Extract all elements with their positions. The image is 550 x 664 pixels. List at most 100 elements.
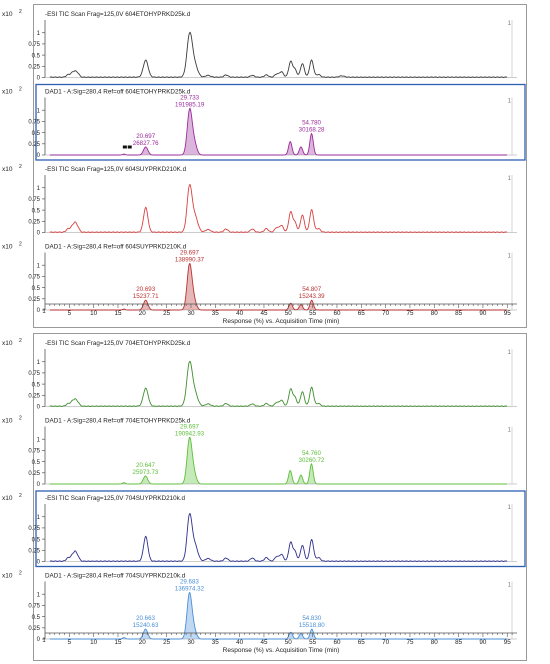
selected-panel-outline-g1-p2 [35, 83, 526, 161]
y-tick-label-g2-p1-4: 1 [37, 360, 41, 366]
x-tick-label-g1-5: 30 [187, 310, 195, 317]
y-tick-label-g2-p4-4: 1 [37, 592, 41, 598]
y-multiplier-exp-g1-p4: 2 [19, 242, 22, 248]
y-tick-label-g1-p2-0: 0 [37, 153, 41, 159]
y-multiplier-g1-p4: x10 [2, 244, 13, 251]
panel-title-g1-p2: DAD1 - A:Sig=280,4 Ref=off 604ETOHYPRKD2… [45, 89, 191, 96]
peak-time-label-g2-p4-0: 20.663 [136, 615, 155, 622]
trace-line-g1-p2 [49, 107, 508, 156]
y-tick-label-g1-p3-0: 0 [37, 231, 41, 237]
y-tick-label-g2-p3-1: 0.25 [28, 549, 40, 555]
y-multiplier-exp-g2-p2: 2 [19, 416, 22, 422]
panel-title-g1-p3: -ESI TIC Scan Frag=125,0V 604SUYPRKD210K… [45, 166, 187, 173]
trace-line-g2-p3 [49, 512, 508, 562]
y-tick-label-g2-p1-2: 0.5 [32, 382, 41, 388]
trace-fill-g2-p4 [49, 592, 508, 639]
y-tick-label-g2-p2-0: 0 [37, 482, 41, 488]
x-tick-label-g1-12: 65 [358, 310, 366, 317]
y-multiplier-g1-p3: x10 [2, 166, 13, 173]
y-tick-label-g1-p2-2: 0.5 [32, 131, 41, 137]
y-multiplier-exp-g2-p3: 2 [19, 493, 22, 499]
x-tick-label-g1-17: 90 [479, 310, 487, 317]
x-tick-label-g2-7: 40 [236, 639, 244, 646]
y-tick-label-g2-p3-3: 0.75 [28, 526, 40, 532]
y-tick-label-g1-p4-0: 0 [37, 308, 41, 314]
right-marker-label-g1-p3: 1 [508, 176, 512, 182]
x-tick-label-g2-2: 15 [114, 639, 122, 646]
x-tick-label-g2-12: 65 [358, 639, 366, 646]
peak-time-label-g1-p2-0: 20.697 [136, 133, 155, 140]
y-tick-label-g1-p4-3: 0.75 [28, 275, 40, 281]
y-multiplier-g1-p1: x10 [2, 11, 13, 18]
x-axis-start-label-g2: 1 [42, 638, 46, 644]
trace-line-g2-p2 [49, 436, 508, 485]
marker-square-2 [127, 145, 132, 149]
trace-line-g1-p1 [49, 31, 508, 78]
y-multiplier-exp-g2-p1: 2 [19, 338, 22, 344]
x-tick-label-g1-15: 80 [431, 310, 439, 317]
x-tick-label-g2-1: 10 [90, 639, 98, 646]
x-tick-label-g1-4: 25 [163, 310, 171, 317]
y-multiplier-g2-p3: x10 [2, 495, 13, 502]
y-tick-label-g2-p4-0: 0 [37, 637, 41, 643]
trace-fill-g1-p2 [49, 108, 508, 155]
x-tick-label-g1-8: 45 [260, 310, 268, 317]
x-axis-title-g1: Response (%) vs. Acquisition Time (min) [223, 318, 340, 325]
peak-time-label-g1-p2-1: 29.733 [180, 95, 199, 102]
trace-fill-g1-p4 [49, 263, 508, 310]
y-multiplier-exp-g1-p1: 2 [19, 9, 22, 15]
x-axis-title-g2: Response (%) vs. Acquisition Time (min) [223, 647, 340, 654]
y-multiplier-g2-p1: x10 [2, 340, 13, 347]
y-tick-label-g2-p2-4: 1 [37, 437, 41, 443]
x-tick-label-g1-16: 85 [455, 310, 463, 317]
x-tick-label-g2-6: 35 [212, 639, 220, 646]
y-tick-label-g2-p2-1: 0.25 [28, 471, 40, 477]
y-multiplier-g1-p2: x10 [2, 89, 13, 96]
right-marker-label-g1-p4: 1 [508, 254, 512, 260]
x-tick-label-g2-10: 55 [309, 639, 317, 646]
x-tick-label-g1-3: 20 [139, 310, 147, 317]
peak-area-label-g1-p2-2: 30168.28 [299, 127, 325, 134]
x-tick-label-g2-17: 90 [479, 639, 487, 646]
trace-line-g1-p4 [49, 263, 508, 311]
y-tick-label-g1-p4-4: 1 [37, 263, 41, 269]
y-tick-label-g1-p1-4: 1 [37, 31, 41, 37]
y-tick-label-g1-p2-3: 0.75 [28, 120, 40, 126]
peak-time-label-g2-p4-2: 54.830 [302, 615, 321, 622]
panel-title-g2-p3: -ESI TIC Scan Frag=125,0V 704SUYPRKD210k… [45, 495, 186, 502]
selected-panel-outline-g2-p3 [35, 490, 526, 568]
peak-area-label-g1-p2-1: 191985.19 [175, 102, 205, 109]
right-marker-label-g2-p2: 1 [508, 428, 512, 434]
peak-area-label-g2-p2-2: 30260.72 [299, 457, 325, 464]
x-tick-label-g2-15: 80 [431, 639, 439, 646]
x-tick-label-g2-13: 70 [382, 639, 390, 646]
x-tick-label-g1-11: 60 [333, 310, 341, 317]
peak-time-label-g2-p2-0: 20.647 [136, 462, 155, 469]
y-tick-label-g1-p2-1: 0.25 [28, 142, 40, 148]
y-multiplier-exp-g2-p4: 2 [19, 571, 22, 577]
x-tick-label-g1-7: 40 [236, 310, 244, 317]
y-tick-label-g1-p3-3: 0.75 [28, 197, 40, 203]
y-tick-label-g2-p2-2: 0.5 [32, 460, 41, 466]
y-multiplier-g2-p4: x10 [2, 573, 13, 580]
y-tick-label-g1-p3-1: 0.25 [28, 220, 40, 226]
y-tick-label-g2-p3-0: 0 [37, 560, 41, 566]
y-tick-label-g1-p1-0: 0 [37, 76, 41, 82]
peak-area-label-g2-p4-2: 15518.80 [299, 622, 325, 629]
peak-time-label-g1-p2-2: 54.780 [302, 120, 321, 127]
right-marker-label-g2-p4: 1 [508, 583, 512, 589]
x-tick-label-g2-18: 95 [504, 639, 512, 646]
y-tick-label-g2-p4-2: 0.5 [32, 615, 41, 621]
x-tick-label-g2-5: 30 [187, 639, 195, 646]
y-tick-label-g1-p4-2: 0.5 [32, 286, 41, 292]
x-tick-label-g1-1: 10 [90, 310, 98, 317]
x-tick-label-g1-10: 55 [309, 310, 317, 317]
y-tick-label-g1-p1-3: 0.75 [28, 42, 40, 48]
x-tick-label-g2-3: 20 [139, 639, 147, 646]
x-axis-start-label-g1: 1 [42, 309, 46, 315]
trace-line-g2-p4 [49, 591, 508, 640]
peak-time-label-g2-p4-1: 29.683 [180, 579, 199, 586]
y-tick-label-g2-p1-1: 0.25 [28, 394, 40, 400]
peak-area-label-g2-p4-1: 136974.32 [175, 586, 205, 593]
